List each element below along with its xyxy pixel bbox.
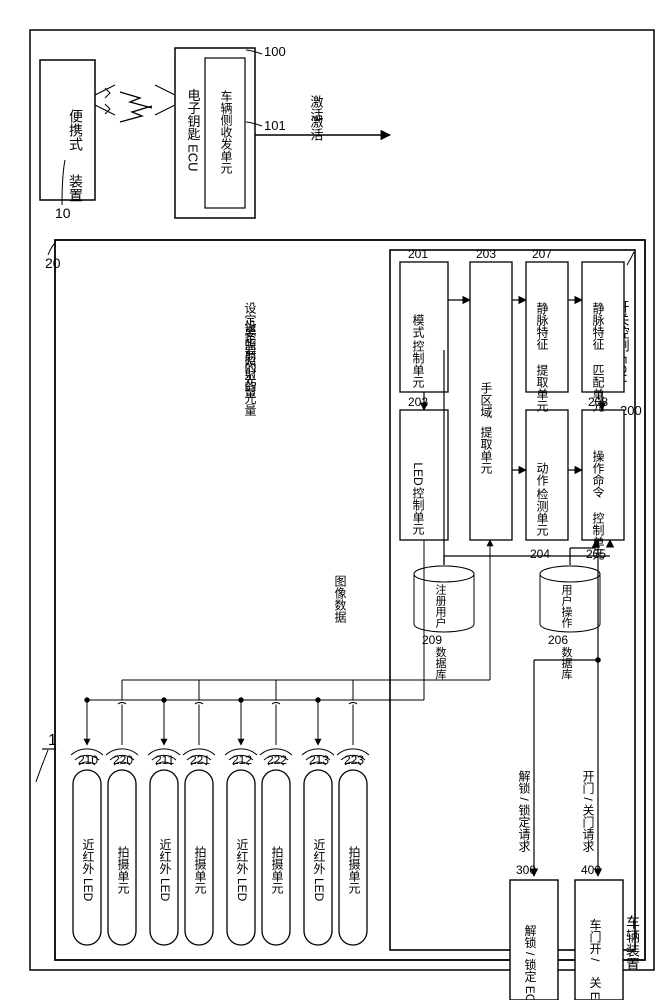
sensor-column: 近红外 LED 拍摄单元 近红外 LED 拍摄单元 近红外 LED (71, 749, 369, 945)
ref-motion-detect: 204 (530, 547, 550, 561)
ref-cam3: 223 (344, 753, 364, 767)
unlock-ecu: 解锁 /锁定 ECU (510, 880, 558, 1000)
image-data-label: 图像数据 (333, 575, 347, 624)
nir-led-1-label: 近红外 LED (158, 838, 172, 901)
user-op-db: 用户操作数据库 (540, 566, 600, 680)
mode-ctrl-label: 模式控制单元 (411, 314, 425, 389)
ref-ekey: 100 (264, 44, 286, 59)
led-wiring (85, 540, 424, 745)
ref-trx: 101 (264, 118, 286, 133)
svg-text:车门开 /关 ECU: 车门开 /关 ECU (588, 917, 602, 1000)
ref-led0: 210 (78, 753, 98, 767)
nir-led-3-label: 近红外 LED (312, 838, 326, 901)
ref-cam2: 222 (267, 753, 287, 767)
ref-led3: 213 (309, 753, 329, 767)
svg-text:解锁 /锁定 ECU: 解锁 /锁定 ECU (523, 924, 537, 1000)
ref-reg-user-db: 209 (422, 633, 442, 647)
ref-mode-ctrl: 201 (408, 247, 428, 261)
nir-led-0-label: 近红外 LED (81, 838, 95, 901)
activate-label-h: 激活 (309, 115, 324, 141)
ref-vein-extract: 207 (532, 247, 552, 261)
ekey-ecu-label: 电子钥匙 ECU (186, 88, 201, 171)
camera-2-label: 拍摄单元 (270, 845, 284, 895)
ref-led2: 212 (232, 753, 252, 767)
ref-hand-region: 203 (476, 247, 496, 261)
system-block-diagram: 1 便携式装置 10 电子钥匙 ECU 车辆侧收发单元 100 101 激活 激… (0, 0, 669, 1000)
door-req-label: 开门 / 关门请求 (581, 770, 595, 852)
unlock-req-label: 解锁 / 锁定请求 (517, 770, 531, 852)
camera-1-label: 拍摄单元 (193, 845, 207, 895)
ref-op-cmd: 205 (586, 547, 606, 561)
ref-cam1: 221 (190, 753, 210, 767)
ref-led-ctrl: 202 (408, 395, 428, 409)
ekey-ecu: 电子钥匙 ECU 车辆侧收发单元 (155, 48, 255, 218)
reg-user-db: 注册用户数据库 (414, 566, 474, 680)
camera-0-label: 拍摄单元 (116, 845, 130, 895)
ref-led1: 211 (155, 753, 174, 767)
light-setting-label-2: 设定要照射的光量 (243, 320, 257, 416)
portable-device: 便携式装置 (40, 60, 115, 202)
camera-3-label: 拍摄单元 (347, 845, 361, 895)
vehicle-trx-label: 车辆侧收发单元 (219, 89, 233, 175)
ref-cam0: 220 (113, 753, 133, 767)
motion-detect-label: 动作检测单元 (535, 462, 549, 537)
hand-region-label: 手区域提取单元 (479, 382, 493, 475)
ref-unlock-ecu: 300 (516, 863, 536, 877)
ref-user-op-db: 206 (548, 633, 568, 647)
rf-link (120, 92, 152, 122)
vehicle-device-label: 车辆装置 (625, 914, 641, 971)
led-ctrl-label: LED控制单元 (411, 462, 425, 535)
ref-portable: 10 (55, 205, 71, 221)
nir-led-2-label: 近红外 LED (235, 838, 249, 901)
door-ecu: 车门开 /关 ECU (575, 880, 623, 1000)
ref-vein-match: 208 (588, 395, 608, 409)
ref-vehicle-device: 20 (45, 255, 61, 271)
